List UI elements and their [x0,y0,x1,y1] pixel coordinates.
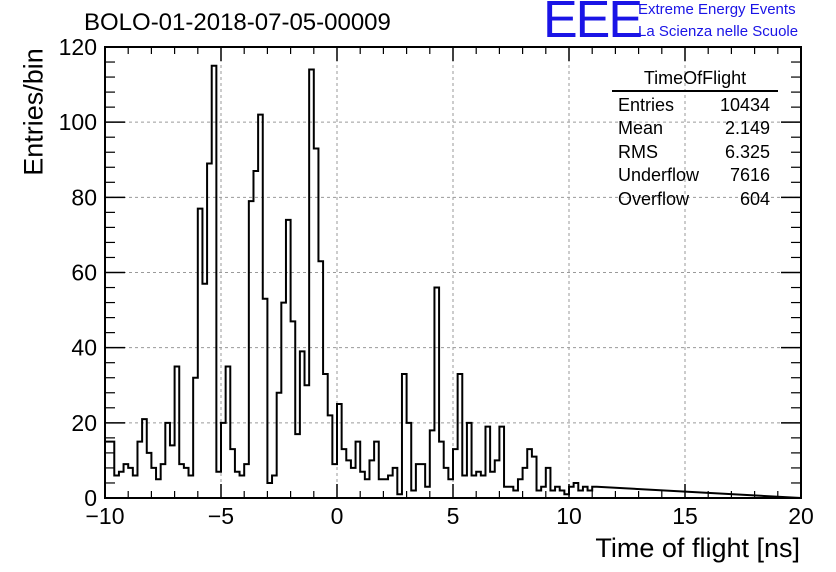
stat-value: 604 [739,188,770,209]
x-tick-label: 5 [447,503,460,529]
y-tick-label: 80 [71,184,97,210]
stat-label: RMS [618,141,658,162]
histogram-bin [448,479,453,498]
histogram-bin [513,490,518,498]
stat-row-entries: Entries 10434 [612,94,778,117]
stat-value: 10434 [719,95,770,115]
histogram-outline [104,64,802,499]
y-axis-label: Entries/bin [18,48,49,176]
histogram-bin [114,475,119,498]
stats-title: TimeOfFlight [612,68,778,92]
stat-label: Mean [618,118,664,139]
x-tick-label: 10 [556,503,582,529]
stat-label: Underflow [618,165,700,186]
histogram-bin [253,171,258,498]
histogram-bin [379,479,384,498]
stat-row-underflow: Underflow 7616 [612,164,778,187]
histogram-bin [411,490,416,498]
histogram-bin [216,472,221,498]
histogram-bin [240,475,245,498]
histogram-bin [383,479,388,498]
stat-value: 2.149 [724,118,770,139]
logo-subtitle-line1: Extreme Energy Events [638,1,796,18]
x-axis-label: Time of flight [ns] [595,533,800,563]
plot-title: BOLO-01-2018-07-05-00009 [84,9,391,36]
tick-labels: −10 −5 0 5 10 15 20 0 20 40 60 80 100 120 [59,34,814,529]
x-tick-label: 15 [672,503,698,529]
histogram-bin [156,479,161,498]
y-tick-label: 100 [59,109,97,135]
x-tick-label: −5 [208,503,234,529]
histogram-bin [267,483,272,498]
histogram-bin [133,475,138,498]
histogram-bin [462,475,467,498]
eee-logo: EEE [543,0,643,49]
histogram-bin [189,475,194,498]
stat-label: Overflow [618,188,690,209]
histogram-bin [202,284,207,498]
histogram-bin [472,475,477,498]
stat-value: 7616 [729,165,770,186]
stat-value: 6.325 [724,141,770,162]
x-tick-label: 0 [331,503,344,529]
y-tick-label: 60 [71,260,97,286]
histogram-bin [550,490,555,498]
stat-row-overflow: Overflow 604 [612,188,778,211]
stats-box: TimeOfFlight Entries 10434 Mean 2.149 RM… [612,68,778,211]
histogram-bin [481,475,486,498]
histogram-bin [425,487,430,498]
histogram-bin [179,464,184,498]
x-tick-label: 20 [788,503,814,529]
logo-subtitle-line2: La Scienza nelle Scuole [638,23,799,40]
histogram-bin [365,479,370,498]
y-tick-label: 40 [71,335,97,361]
x-tick-label: −10 [85,503,124,529]
y-tick-label: 120 [59,34,97,60]
stat-label: Entries [618,95,675,115]
stat-row-mean: Mean 2.149 [612,117,778,140]
histogram-bin [305,385,310,498]
histogram-bin [295,434,300,498]
y-tick-label: 0 [84,485,97,511]
histogram-bin [588,490,593,498]
histogram-bin [537,490,542,498]
histogram-bin [351,468,356,498]
histogram-bin [504,487,509,498]
histogram-bin [578,490,583,498]
plot-frame [104,46,802,499]
stat-row-rms: RMS 6.325 [612,141,778,164]
histogram-bin [490,472,495,498]
histogram-bin [170,445,175,498]
histogram-bin [332,464,337,498]
y-tick-label: 20 [71,410,97,436]
